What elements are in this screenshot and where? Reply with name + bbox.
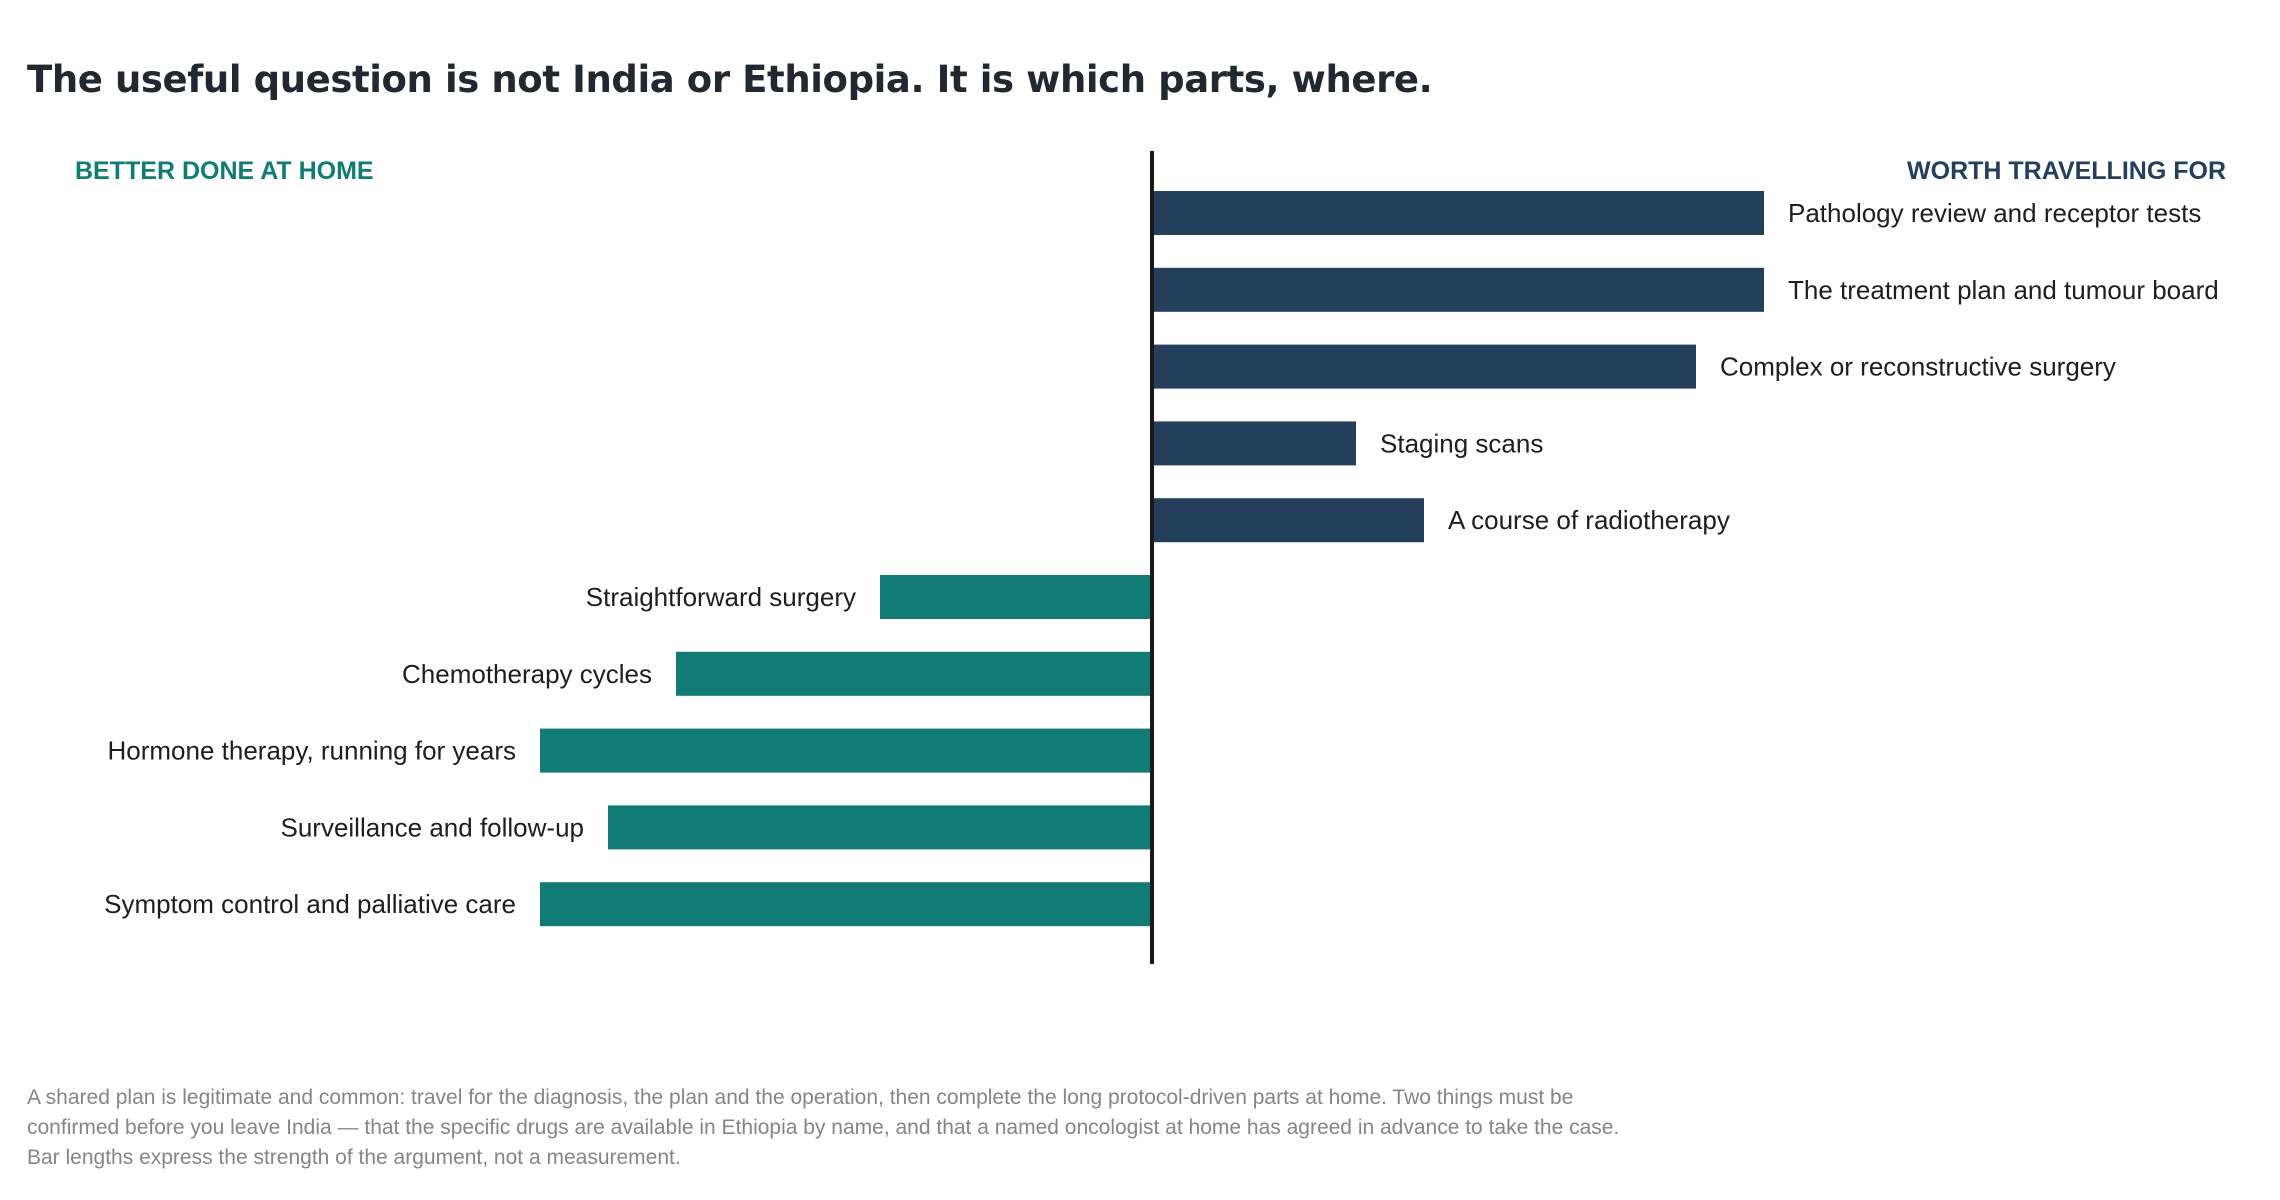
bar-travel-2 xyxy=(1152,344,1696,389)
bar-home-6 xyxy=(676,651,1152,696)
bar-label-2: Complex or reconstructive surgery xyxy=(1720,352,2116,382)
bar-label-9: Symptom control and palliative care xyxy=(104,889,516,919)
bar-travel-4 xyxy=(1152,498,1424,543)
bars-group xyxy=(540,191,1764,927)
bar-label-8: Surveillance and follow-up xyxy=(280,812,584,842)
bar-travel-1 xyxy=(1152,267,1764,312)
left-heading: BETTER DONE AT HOME xyxy=(75,157,374,185)
bar-travel-0 xyxy=(1152,191,1764,235)
bar-label-7: Hormone therapy, running for years xyxy=(108,736,517,766)
bar-home-5 xyxy=(880,575,1152,619)
bar-home-7 xyxy=(540,728,1152,773)
chart-title: The useful question is not India or Ethi… xyxy=(27,58,1433,101)
right-heading: WORTH TRAVELLING FOR xyxy=(1907,157,2226,185)
bar-home-8 xyxy=(608,805,1152,850)
bar-label-3: Staging scans xyxy=(1380,428,1543,458)
bar-label-4: A course of radiotherapy xyxy=(1448,505,1730,535)
bar-home-9 xyxy=(540,882,1152,927)
bar-labels-group: Pathology review and receptor tests The t… xyxy=(104,198,2219,919)
bar-label-0: Pathology review and receptor tests xyxy=(1788,198,2201,228)
bar-label-6: Chemotherapy cycles xyxy=(402,659,652,689)
footnote: A shared plan is legitimate and common: … xyxy=(27,1086,1620,1169)
bar-label-1: The treatment plan and tumour board xyxy=(1788,275,2219,305)
bar-travel-3 xyxy=(1152,421,1356,466)
bar-label-5: Straightforward surgery xyxy=(586,582,856,612)
